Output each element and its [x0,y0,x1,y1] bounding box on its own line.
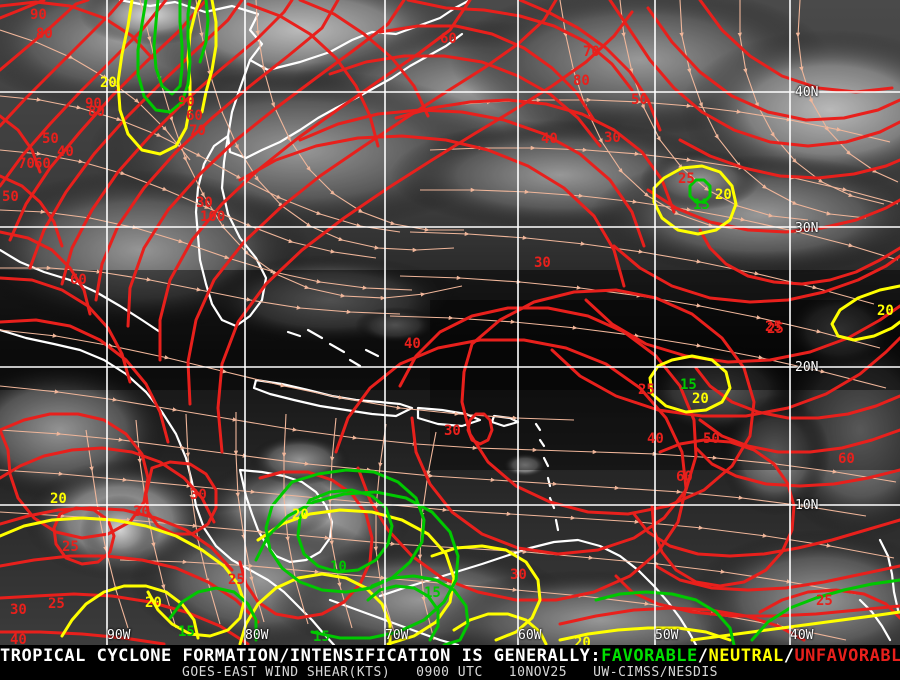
contour-value-label: 15 [693,197,710,213]
legend-line: TROPICAL CYCLONE FORMATION/INTENSIFICATI… [0,646,900,666]
contour-value-label: 80 [573,73,590,89]
contour-value-label: 30 [510,567,527,583]
product-time-label: 0900 UTC [416,665,483,680]
contour-value-label: 50 [703,431,720,447]
contour-layer-neutral [0,0,900,645]
contour-value-label: 20 [292,507,309,523]
legend-neutral: NEUTRAL [708,646,784,666]
longitude-label-60w: 60W [518,628,542,643]
contour-value-label: 90 [30,7,47,23]
contour-value-label: 30 [190,487,207,503]
streamline-layer [0,0,899,641]
longitude-label-70w: 70W [385,628,409,643]
contour-value-label: 10 [330,559,347,575]
contour-value-label: 40 [404,336,421,352]
contour-value-label: 60 [186,108,203,124]
contour-value-label: 25 [228,572,245,588]
contour-value-label: 40 [541,131,558,147]
contour-value-label: 50 [42,131,59,147]
contour-value-label: 70 [189,123,206,139]
contour-value-label: 90 [178,94,195,110]
contour-value-label: 25 [62,539,79,555]
legend-separator-1: / [697,646,709,666]
contour-value-label: 30 [10,602,27,618]
contour-value-label: 15 [313,629,330,645]
latitude-label-40n: 40N [795,85,819,100]
latitude-label-10n: 10N [795,498,819,513]
contour-value-label: 15 [178,624,195,640]
contour-value-label: 80 [88,104,105,120]
contour-value-label: 50 [2,189,19,205]
legend-unfavorable: UNFAVORABLE [794,646,900,666]
contour-value-label: 70 [583,44,600,60]
contour-value-label: 25 [816,593,833,609]
contour-value-label: 25 [638,382,655,398]
contour-value-label: 20 [715,187,732,203]
contour-value-label: 60 [676,469,693,485]
contour-value-label: 20 [50,491,67,507]
metadata-line: GOES-EAST WIND SHEAR(KTS) 0900 UTC 10NOV25… [0,665,900,680]
contour-value-label: 20 [692,391,709,407]
contour-value-label: 20 [877,303,894,319]
product-source-label: GOES-EAST WIND SHEAR(KTS) [182,665,391,680]
contour-value-label: 25 [678,171,695,187]
contour-value-label: 30 [196,195,213,211]
contour-value-label: 15 [424,585,441,601]
contour-value-label: 100 [200,209,226,225]
contour-value-label: 60 [34,156,51,172]
contour-value-label: 80 [36,26,53,42]
contour-layer-favorable [136,0,900,645]
contour-value-label: 25 [767,321,784,337]
contour-value-label: 30 [444,423,461,439]
latitude-label-20n: 20N [795,360,819,375]
contour-value-label: 25 [48,596,65,612]
contour-value-label: 40 [10,632,27,645]
contour-value-label: 60 [838,451,855,467]
contour-value-label: 30 [604,130,621,146]
contour-value-label: 60 [70,272,87,288]
longitude-label-80w: 80W [245,628,269,643]
contour-value-label: 30 [534,255,551,271]
contour-value-label: 25 [765,319,782,335]
latitude-label-30n: 30N [795,221,819,236]
contour-value-label: 20 [145,595,162,611]
product-credit-label: UW-CIMSS/NESDIS [593,665,718,680]
legend-prefix-text: TROPICAL CYCLONE FORMATION/INTENSIFICATI… [0,646,602,666]
contour-value-label: 50 [631,92,648,108]
contour-value-label: 40 [57,144,74,160]
contour-value-label: 70 [18,156,35,172]
longitude-label-40w: 40W [790,628,814,643]
contour-value-label: 15 [680,377,697,393]
contour-value-label: 40 [647,431,664,447]
contour-value-label: 20 [100,75,117,91]
latlon-grid-layer [0,0,900,645]
contour-value-label: 60 [440,31,457,47]
legend-favorable: FAVORABLE [601,646,698,666]
contour-value-label: 90 [85,96,102,112]
longitude-label-50w: 50W [655,628,679,643]
contour-value-label: 30 [133,504,150,520]
satellite-map[interactable]: 90W 80W 70W 60W 50W 40W 40N 30N 20N 10N 90 80 20 50 4… [0,0,900,645]
product-date-label: 10NOV25 [508,665,568,680]
longitude-label-90w: 90W [107,628,131,643]
caption-bar: TROPICAL CYCLONE FORMATION/INTENSIFICATI… [0,645,900,680]
legend-separator-2: / [783,646,795,666]
contour-value-label: 20 [574,635,591,645]
